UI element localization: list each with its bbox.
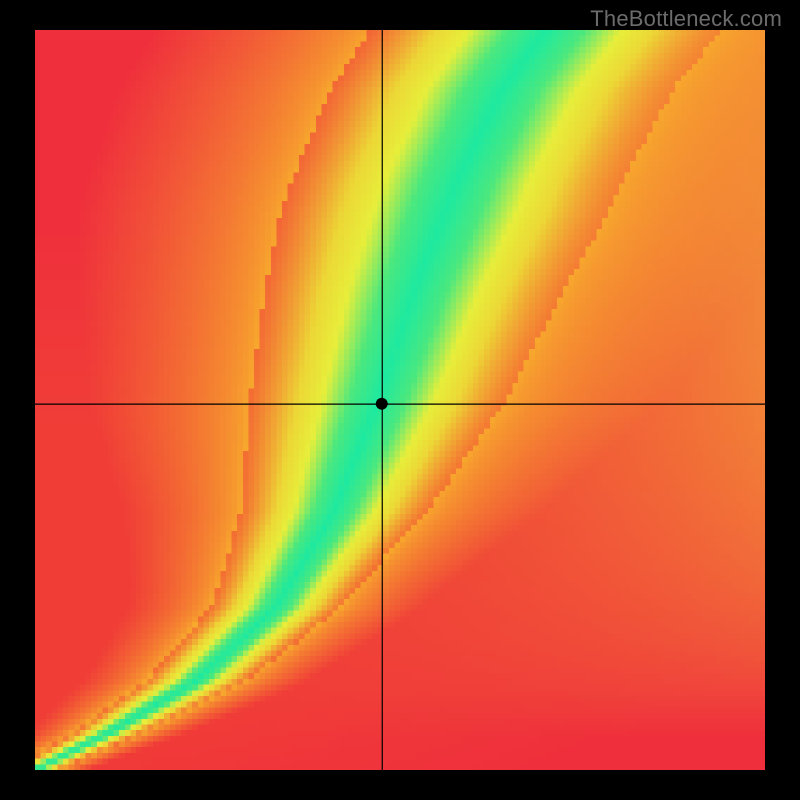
heatmap-canvas xyxy=(35,30,765,770)
chart-stage: TheBottleneck.com xyxy=(0,0,800,800)
watermark-label: TheBottleneck.com xyxy=(590,6,782,32)
